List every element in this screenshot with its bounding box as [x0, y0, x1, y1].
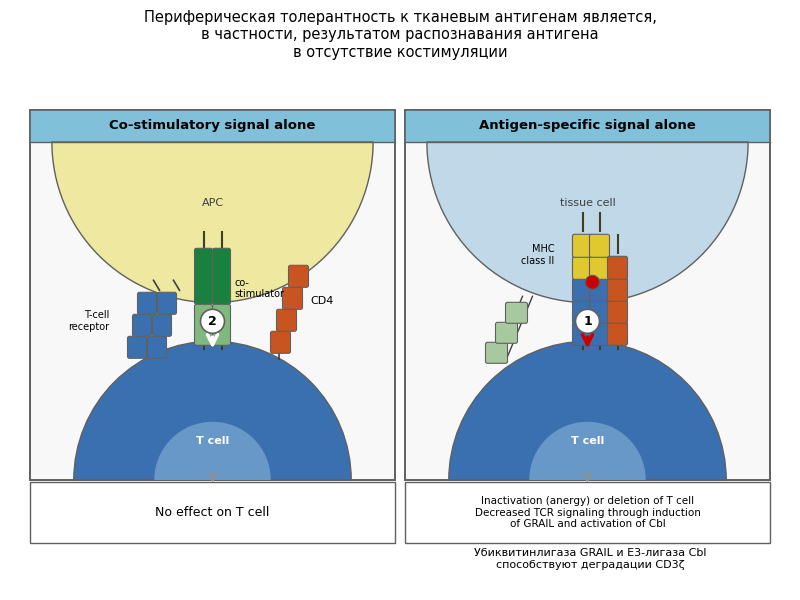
Text: Периферическая толерантность к тканевым антигенам является,
в частности, результ: Периферическая толерантность к тканевым …	[143, 10, 657, 60]
Text: Inactivation (anergy) or deletion of T cell
Decreased TCR signaling through indu: Inactivation (anergy) or deletion of T c…	[474, 496, 701, 529]
FancyBboxPatch shape	[194, 248, 213, 304]
Wedge shape	[530, 422, 646, 480]
FancyBboxPatch shape	[194, 304, 213, 346]
FancyBboxPatch shape	[573, 234, 593, 257]
Text: 2: 2	[208, 315, 217, 328]
Text: T-cell
receptor: T-cell receptor	[68, 311, 110, 332]
Text: APC: APC	[202, 198, 223, 208]
Bar	[30, 110, 395, 480]
Wedge shape	[74, 341, 351, 480]
Bar	[405, 110, 770, 142]
Text: CD4: CD4	[310, 296, 334, 306]
Text: tissue cell: tissue cell	[560, 198, 615, 208]
FancyBboxPatch shape	[573, 322, 593, 346]
Wedge shape	[52, 142, 373, 302]
FancyBboxPatch shape	[607, 300, 627, 323]
FancyBboxPatch shape	[573, 300, 593, 323]
FancyBboxPatch shape	[213, 248, 230, 304]
FancyBboxPatch shape	[270, 331, 290, 353]
Circle shape	[575, 309, 599, 334]
Text: co-
stimulator: co- stimulator	[234, 277, 285, 299]
Wedge shape	[427, 142, 748, 302]
Circle shape	[201, 309, 225, 334]
Circle shape	[586, 275, 599, 289]
Wedge shape	[449, 341, 726, 480]
FancyBboxPatch shape	[127, 336, 146, 358]
Bar	[405, 482, 770, 543]
FancyBboxPatch shape	[590, 322, 610, 346]
FancyBboxPatch shape	[590, 300, 610, 323]
FancyBboxPatch shape	[607, 256, 627, 280]
Bar	[30, 110, 395, 142]
FancyBboxPatch shape	[506, 302, 527, 323]
FancyBboxPatch shape	[590, 234, 610, 257]
Text: MHC
class II: MHC class II	[522, 245, 554, 266]
FancyBboxPatch shape	[486, 342, 507, 363]
FancyBboxPatch shape	[158, 292, 177, 314]
Text: 1: 1	[583, 315, 592, 328]
Text: Co-stimulatory signal alone: Co-stimulatory signal alone	[110, 119, 316, 133]
FancyBboxPatch shape	[133, 314, 151, 336]
Text: Убиквитинлигаза GRAIL и Е3-лигаза Cbl
способствуют деградации CD3ζ: Убиквитинлигаза GRAIL и Е3-лигаза Cbl сп…	[474, 548, 706, 569]
Bar	[30, 482, 395, 543]
FancyBboxPatch shape	[607, 278, 627, 301]
Text: No effect on T cell: No effect on T cell	[155, 506, 270, 519]
FancyBboxPatch shape	[153, 314, 171, 336]
Bar	[405, 110, 770, 480]
FancyBboxPatch shape	[138, 292, 157, 314]
FancyBboxPatch shape	[573, 256, 593, 280]
Text: T cell: T cell	[196, 436, 229, 446]
Text: T cell: T cell	[571, 436, 604, 446]
FancyBboxPatch shape	[590, 278, 610, 301]
Text: Antigen-specific signal alone: Antigen-specific signal alone	[479, 119, 696, 133]
FancyBboxPatch shape	[573, 278, 593, 301]
FancyBboxPatch shape	[590, 256, 610, 280]
FancyBboxPatch shape	[213, 304, 230, 346]
FancyBboxPatch shape	[147, 336, 166, 358]
FancyBboxPatch shape	[282, 287, 302, 310]
FancyBboxPatch shape	[277, 310, 297, 331]
FancyBboxPatch shape	[289, 265, 309, 287]
FancyBboxPatch shape	[607, 322, 627, 346]
Wedge shape	[154, 422, 270, 480]
FancyBboxPatch shape	[495, 322, 518, 343]
